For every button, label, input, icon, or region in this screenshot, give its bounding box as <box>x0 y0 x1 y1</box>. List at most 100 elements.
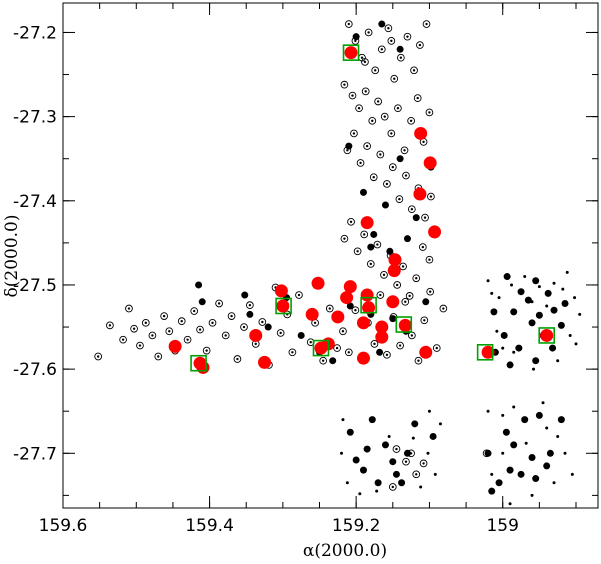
data-point-circled <box>380 271 388 279</box>
data-point-circled <box>388 483 397 491</box>
data-point-filled <box>543 462 551 470</box>
data-point-circled <box>136 341 144 350</box>
data-point-circled <box>414 356 423 365</box>
x-tick-labels: 159.6 159.4 159.2 159 <box>39 516 519 536</box>
data-point-filled <box>495 479 503 487</box>
data-point-filled <box>557 321 565 329</box>
data-point-small <box>427 409 431 413</box>
data-point-filled <box>370 230 378 238</box>
series-small-dot <box>339 270 582 506</box>
data-point-filled <box>398 479 406 487</box>
data-point-filled <box>329 357 337 365</box>
data-point-small <box>563 451 567 455</box>
data-point-circled <box>383 350 391 359</box>
data-point-circled <box>340 80 349 89</box>
data-point-filled <box>368 416 376 424</box>
data-point-small <box>497 296 501 300</box>
data-point-filled <box>363 445 371 453</box>
data-point-circled <box>387 37 396 45</box>
y-tick-label: -27.6 <box>13 360 57 380</box>
data-point-small <box>552 481 556 485</box>
data-point-filled <box>392 470 400 478</box>
data-point-red <box>331 310 345 324</box>
data-point-circled <box>177 317 186 326</box>
data-point-small <box>486 409 490 413</box>
data-point-circled <box>419 459 428 468</box>
data-point-red <box>414 126 428 140</box>
data-point-circled <box>400 146 409 155</box>
data-point-circled <box>351 306 360 315</box>
data-point-square <box>360 296 377 314</box>
data-point-circled <box>407 331 416 340</box>
data-point-circled <box>371 66 380 75</box>
data-point-circled <box>360 230 369 239</box>
data-point-circled <box>370 340 379 348</box>
data-point-circled <box>402 457 410 466</box>
data-point-small <box>574 342 578 346</box>
data-point-circled <box>392 445 401 453</box>
data-point-circled <box>276 329 285 337</box>
data-point-circled <box>425 255 434 264</box>
data-point-circled <box>106 321 114 330</box>
data-point-filled <box>264 323 272 331</box>
data-point-circled <box>154 352 163 361</box>
data-point-circled <box>421 213 429 222</box>
data-point-small <box>339 451 343 455</box>
data-point-circled <box>376 150 385 159</box>
data-point-circled <box>221 331 230 340</box>
data-point-filled <box>195 281 203 289</box>
data-point-small <box>545 304 549 308</box>
data-point-filled <box>241 291 249 299</box>
data-point-red <box>340 291 354 305</box>
data-point-filled <box>389 315 397 323</box>
data-point-filled <box>403 449 411 457</box>
data-point-red <box>388 253 402 267</box>
data-point-red <box>360 288 374 302</box>
series-large-red-dot <box>168 46 554 374</box>
data-point-small <box>573 296 577 300</box>
data-point-red <box>168 339 182 353</box>
data-point-red <box>375 320 389 334</box>
data-point-circled <box>347 217 355 226</box>
data-point-small <box>375 489 379 493</box>
data-point-small <box>570 472 574 476</box>
data-point-filled <box>517 288 525 296</box>
data-point-circled <box>208 318 217 327</box>
data-point-filled <box>246 310 254 318</box>
data-point-small <box>433 472 437 476</box>
data-point-circled <box>353 247 362 256</box>
data-point-circled <box>340 234 349 243</box>
data-point-filled <box>528 319 536 327</box>
data-point-circled <box>227 312 236 320</box>
data-point-red <box>419 345 433 359</box>
data-point-circled <box>426 287 435 296</box>
data-point-square <box>538 327 555 344</box>
data-point-circled <box>363 142 371 150</box>
data-point-filled <box>515 344 523 352</box>
data-point-red <box>249 328 263 342</box>
data-point-small <box>387 434 391 438</box>
y-tick-label: -27.7 <box>13 444 57 464</box>
data-point-small <box>556 359 560 363</box>
data-point-filled <box>396 155 404 163</box>
data-point-filled <box>484 449 492 457</box>
data-point-filled <box>532 277 540 285</box>
data-point-filled <box>544 289 552 297</box>
data-point-circled <box>190 307 199 315</box>
data-point-filled <box>396 45 404 53</box>
data-point-small <box>556 434 560 438</box>
data-point-filled <box>506 361 514 369</box>
data-point-filled <box>561 299 569 307</box>
data-point-circled <box>366 260 375 268</box>
data-point-circled <box>422 20 431 28</box>
data-point-circled <box>344 348 353 357</box>
data-point-circled <box>125 304 133 313</box>
data-point-filled <box>412 214 420 222</box>
y-tick-label: -27.2 <box>13 23 57 43</box>
data-point-circled <box>295 291 303 299</box>
data-point-small <box>541 401 545 405</box>
data-point-filled <box>506 466 514 474</box>
data-point-filled <box>346 302 354 310</box>
data-point-circled <box>361 87 370 96</box>
